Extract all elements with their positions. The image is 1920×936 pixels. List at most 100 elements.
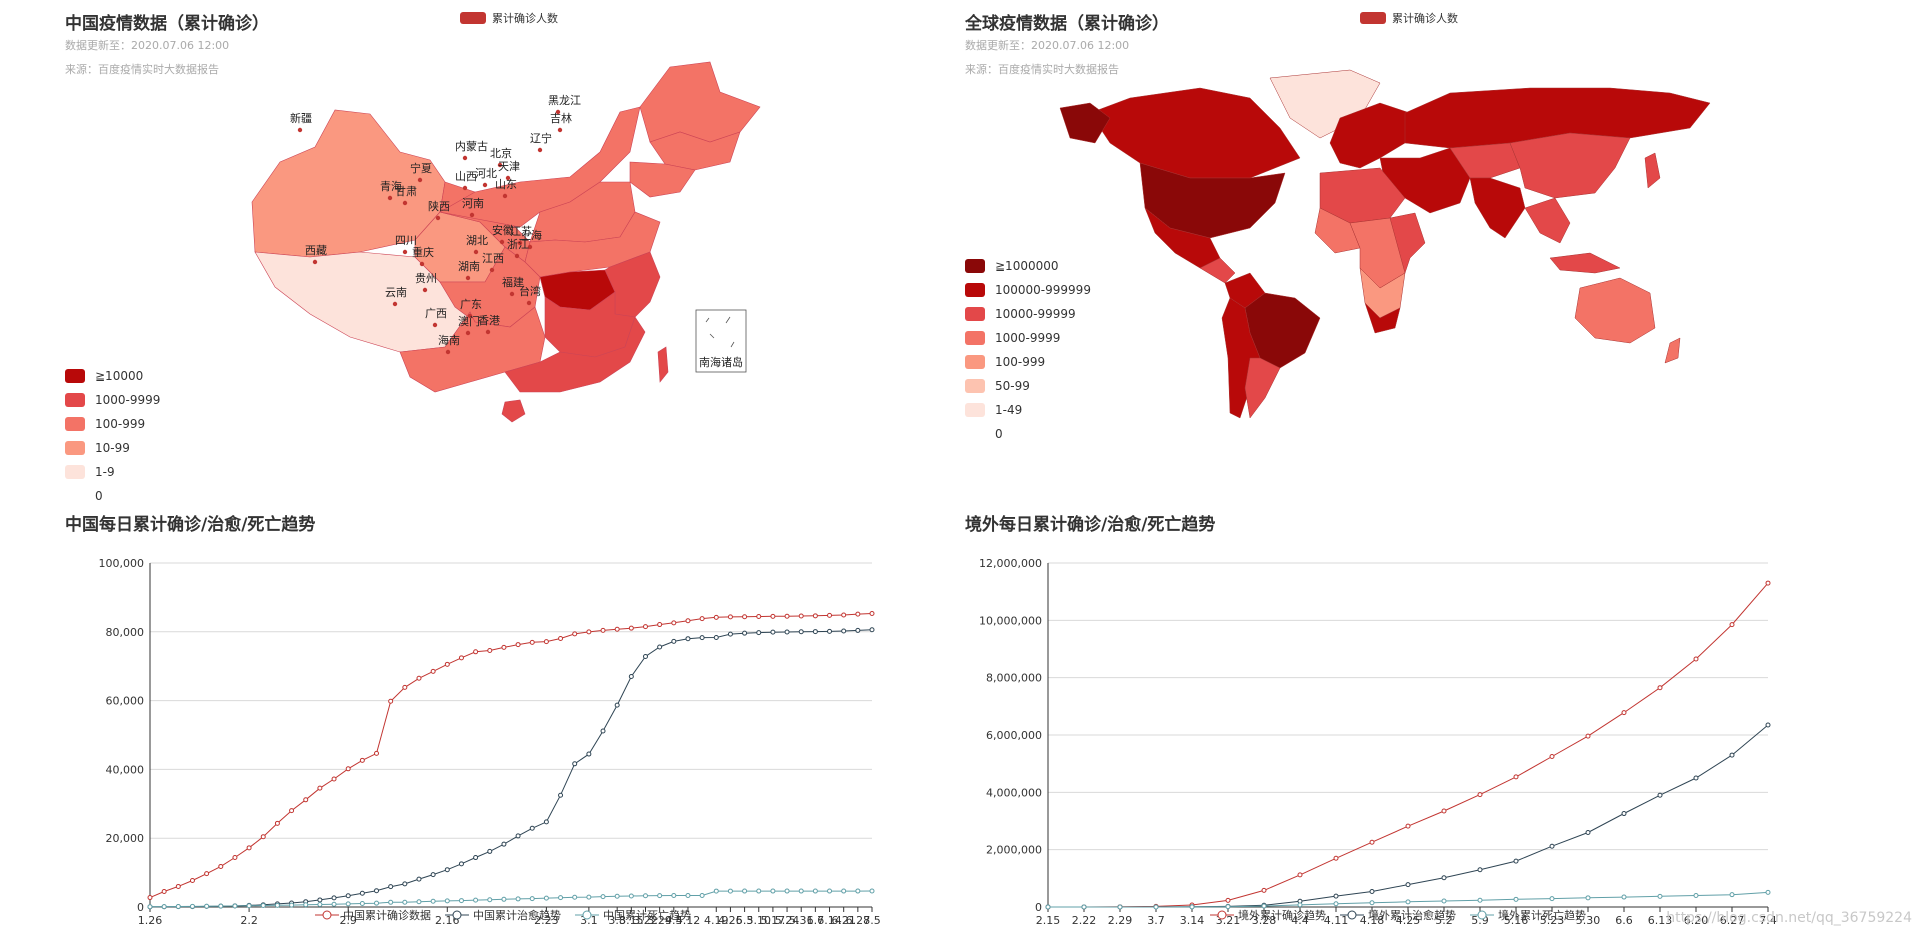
data-point[interactable] (1405, 882, 1411, 888)
data-point[interactable] (501, 841, 507, 847)
data-point[interactable] (1189, 904, 1195, 910)
data-point[interactable] (289, 902, 295, 908)
data-point[interactable] (657, 622, 663, 628)
data-point[interactable] (175, 883, 181, 889)
data-point[interactable] (1477, 867, 1483, 873)
data-point[interactable] (1621, 811, 1627, 817)
data-point[interactable] (402, 684, 408, 690)
visualmap-item[interactable]: 1000-9999 (65, 388, 160, 412)
data-point[interactable] (1297, 872, 1303, 878)
data-point[interactable] (657, 893, 663, 899)
data-point[interactable] (303, 902, 309, 908)
series-line[interactable] (149, 890, 873, 908)
data-point[interactable] (827, 628, 833, 634)
data-point[interactable] (812, 888, 818, 894)
data-point[interactable] (1549, 843, 1555, 849)
province-marker[interactable] (505, 175, 511, 181)
data-point[interactable] (1441, 898, 1447, 904)
data-point[interactable] (727, 888, 733, 894)
data-point[interactable] (586, 894, 592, 900)
data-point[interactable] (699, 616, 705, 622)
data-point[interactable] (529, 639, 535, 645)
data-point[interactable] (770, 629, 776, 635)
data-point[interactable] (558, 895, 564, 901)
province-marker[interactable] (499, 239, 505, 245)
data-point[interactable] (1225, 897, 1231, 903)
visualmap-item[interactable]: 0 (65, 484, 160, 508)
data-point[interactable] (742, 630, 748, 636)
data-point[interactable] (1765, 722, 1771, 728)
data-point[interactable] (1693, 893, 1699, 899)
world-map-legend[interactable]: 累计确诊人数 (1360, 10, 1458, 26)
data-point[interactable] (1657, 685, 1663, 691)
data-point[interactable] (416, 899, 422, 905)
data-point[interactable] (529, 896, 535, 902)
data-point[interactable] (458, 898, 464, 904)
province-marker[interactable] (497, 162, 503, 168)
data-point[interactable] (388, 698, 394, 704)
province-marker[interactable] (417, 177, 423, 183)
data-point[interactable] (317, 785, 323, 791)
data-point[interactable] (1621, 894, 1627, 900)
data-point[interactable] (713, 614, 719, 620)
region-southeast-asia[interactable] (1524, 197, 1571, 244)
data-point[interactable] (473, 897, 479, 903)
province-marker[interactable] (392, 301, 398, 307)
data-point[interactable] (501, 644, 507, 650)
china-visualmap[interactable]: ≧10000 1000-9999 100-999 10-99 1-9 0 (65, 364, 160, 508)
province-marker[interactable] (432, 322, 438, 328)
data-point[interactable] (798, 888, 804, 894)
data-point[interactable] (1333, 855, 1339, 861)
data-point[interactable] (869, 611, 875, 617)
region-china[interactable] (1509, 132, 1631, 199)
data-point[interactable] (1261, 887, 1267, 893)
legend-item[interactable]: 中国累计死亡趋势 (575, 907, 691, 923)
data-point[interactable] (572, 761, 578, 767)
region-hainan[interactable] (501, 399, 526, 423)
region-alaska[interactable] (1059, 102, 1111, 144)
data-point[interactable] (1585, 829, 1591, 835)
visualmap-item[interactable]: 100-999 (965, 350, 1091, 374)
data-point[interactable] (487, 897, 493, 903)
region-west-africa[interactable] (1314, 207, 1361, 254)
province-marker[interactable] (509, 291, 515, 297)
data-point[interactable] (1117, 904, 1123, 910)
data-point[interactable] (289, 808, 295, 814)
data-point[interactable] (614, 893, 620, 899)
data-point[interactable] (444, 661, 450, 667)
data-point[interactable] (232, 855, 238, 861)
data-point[interactable] (359, 890, 365, 896)
province-marker[interactable] (402, 200, 408, 206)
data-point[interactable] (1513, 774, 1519, 780)
data-point[interactable] (331, 776, 337, 782)
data-point[interactable] (1729, 752, 1735, 758)
data-point[interactable] (1585, 895, 1591, 901)
visualmap-item[interactable]: 10000-99999 (965, 302, 1091, 326)
data-point[interactable] (713, 888, 719, 894)
data-point[interactable] (1333, 893, 1339, 899)
data-point[interactable] (558, 635, 564, 641)
data-point[interactable] (430, 668, 436, 674)
data-point[interactable] (713, 634, 719, 640)
region-indonesia[interactable] (1549, 252, 1621, 274)
region-sichuan[interactable] (439, 246, 541, 328)
data-point[interactable] (727, 614, 733, 620)
data-point[interactable] (1333, 901, 1339, 907)
visualmap-item[interactable]: 0 (965, 422, 1091, 446)
province-marker[interactable] (312, 259, 318, 265)
data-point[interactable] (274, 820, 280, 826)
data-point[interactable] (274, 902, 280, 908)
data-point[interactable] (189, 877, 195, 883)
visualmap-item[interactable]: 1000-9999 (965, 326, 1091, 350)
province-marker[interactable] (482, 182, 488, 188)
data-point[interactable] (501, 896, 507, 902)
visualmap-item[interactable]: 50-99 (965, 374, 1091, 398)
data-point[interactable] (374, 750, 380, 756)
data-point[interactable] (827, 888, 833, 894)
province-marker[interactable] (473, 249, 479, 255)
data-point[interactable] (1513, 896, 1519, 902)
province-marker[interactable] (422, 287, 428, 293)
data-point[interactable] (1441, 875, 1447, 881)
data-point[interactable] (1729, 892, 1735, 898)
data-point[interactable] (161, 904, 167, 910)
